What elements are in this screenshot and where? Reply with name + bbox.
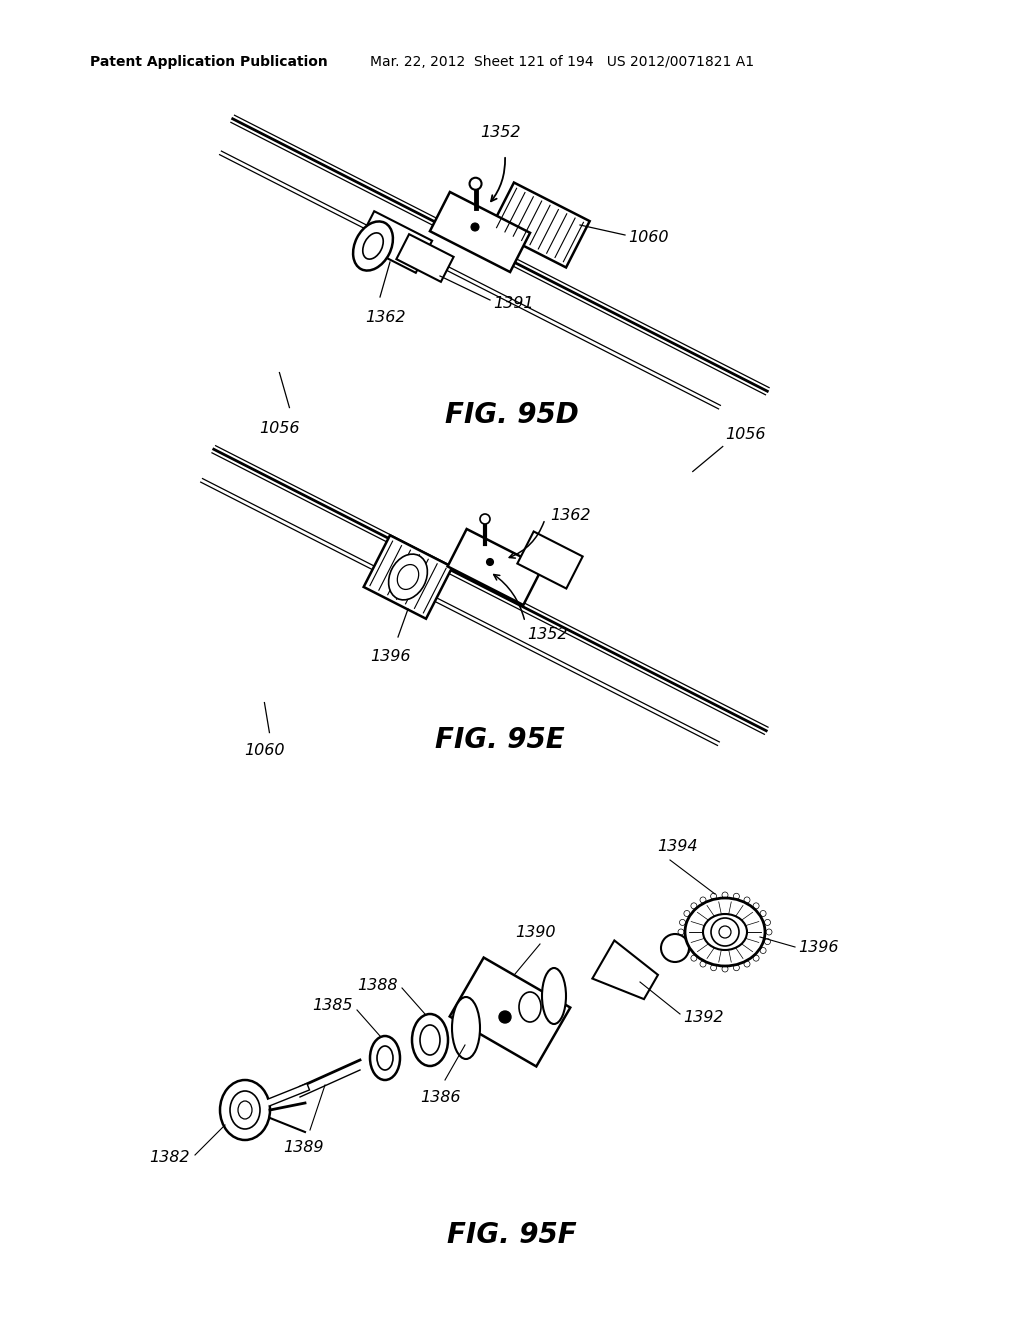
Text: 1386: 1386 [420, 1090, 460, 1105]
Text: 1352: 1352 [527, 627, 567, 642]
Text: 1392: 1392 [683, 1010, 724, 1024]
Ellipse shape [452, 997, 480, 1059]
Ellipse shape [685, 898, 765, 966]
Circle shape [765, 939, 770, 945]
Text: FIG. 95D: FIG. 95D [445, 401, 579, 429]
Text: FIG. 95E: FIG. 95E [435, 726, 565, 754]
Text: 1382: 1382 [150, 1151, 190, 1166]
Circle shape [722, 966, 728, 972]
Circle shape [470, 178, 481, 190]
Circle shape [766, 929, 772, 935]
Polygon shape [450, 957, 570, 1067]
Circle shape [680, 939, 685, 945]
Text: 1394: 1394 [656, 840, 697, 854]
Polygon shape [357, 211, 432, 273]
Text: 1391: 1391 [493, 296, 534, 310]
Circle shape [486, 558, 494, 565]
Polygon shape [447, 529, 543, 605]
Circle shape [471, 223, 479, 231]
Circle shape [711, 894, 717, 899]
Text: 1056: 1056 [259, 421, 300, 436]
Text: Mar. 22, 2012  Sheet 121 of 194   US 2012/0071821 A1: Mar. 22, 2012 Sheet 121 of 194 US 2012/0… [370, 55, 754, 69]
Ellipse shape [362, 232, 383, 259]
Ellipse shape [238, 1101, 252, 1119]
Ellipse shape [703, 913, 746, 950]
Polygon shape [430, 191, 530, 272]
Text: 1362: 1362 [550, 507, 591, 523]
Circle shape [719, 927, 731, 939]
Text: 1352: 1352 [480, 125, 520, 140]
Text: 1056: 1056 [725, 426, 765, 441]
Text: 1388: 1388 [357, 978, 398, 993]
Polygon shape [490, 182, 590, 268]
Polygon shape [396, 234, 454, 282]
Circle shape [760, 911, 766, 916]
Polygon shape [364, 536, 453, 619]
Polygon shape [517, 532, 583, 589]
Ellipse shape [389, 554, 427, 599]
Ellipse shape [412, 1014, 449, 1067]
Circle shape [744, 898, 750, 903]
Circle shape [765, 920, 770, 925]
Text: 1060: 1060 [244, 743, 285, 758]
Circle shape [722, 892, 728, 898]
Ellipse shape [420, 1026, 440, 1055]
Circle shape [700, 898, 706, 903]
Ellipse shape [397, 565, 419, 590]
Circle shape [753, 956, 759, 961]
Text: 1385: 1385 [312, 998, 353, 1014]
Ellipse shape [377, 1045, 393, 1071]
Text: 1362: 1362 [365, 310, 406, 325]
Circle shape [711, 917, 739, 946]
Text: 1390: 1390 [515, 925, 555, 940]
Text: 1396: 1396 [798, 940, 839, 956]
Circle shape [744, 961, 750, 968]
Ellipse shape [220, 1080, 270, 1140]
Ellipse shape [519, 993, 541, 1022]
Circle shape [680, 920, 685, 925]
Circle shape [711, 965, 717, 970]
Circle shape [678, 929, 684, 935]
Text: 1396: 1396 [370, 649, 411, 664]
Circle shape [760, 948, 766, 953]
Ellipse shape [230, 1092, 260, 1129]
Circle shape [499, 1011, 511, 1023]
Ellipse shape [542, 968, 566, 1024]
Text: Patent Application Publication: Patent Application Publication [90, 55, 328, 69]
Text: 1060: 1060 [628, 230, 669, 244]
Circle shape [684, 911, 690, 916]
Text: FIG. 95F: FIG. 95F [447, 1221, 577, 1249]
Circle shape [733, 965, 739, 970]
Circle shape [733, 894, 739, 899]
Ellipse shape [370, 1036, 400, 1080]
Circle shape [662, 935, 689, 962]
Circle shape [480, 513, 490, 524]
Circle shape [700, 961, 706, 968]
Circle shape [753, 903, 759, 909]
Ellipse shape [353, 222, 393, 271]
Circle shape [691, 956, 697, 961]
Circle shape [684, 948, 690, 953]
Text: 1389: 1389 [283, 1140, 324, 1155]
Polygon shape [592, 940, 658, 999]
Circle shape [691, 903, 697, 909]
